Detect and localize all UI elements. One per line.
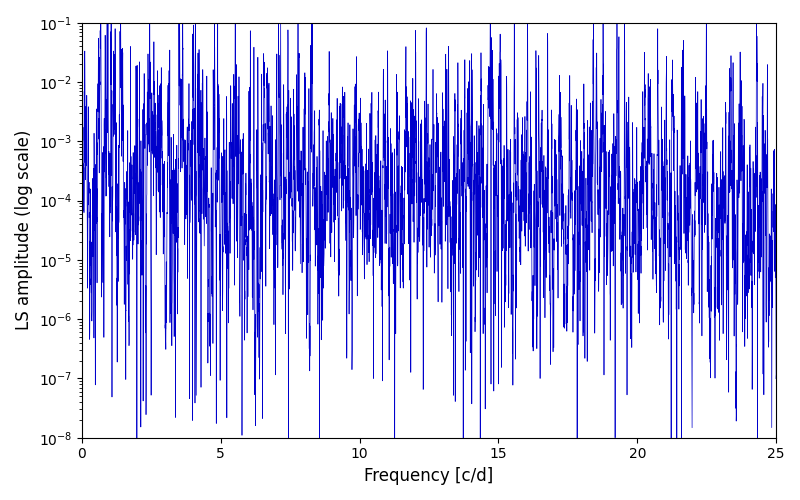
- X-axis label: Frequency [c/d]: Frequency [c/d]: [364, 467, 494, 485]
- Y-axis label: LS amplitude (log scale): LS amplitude (log scale): [15, 130, 33, 330]
